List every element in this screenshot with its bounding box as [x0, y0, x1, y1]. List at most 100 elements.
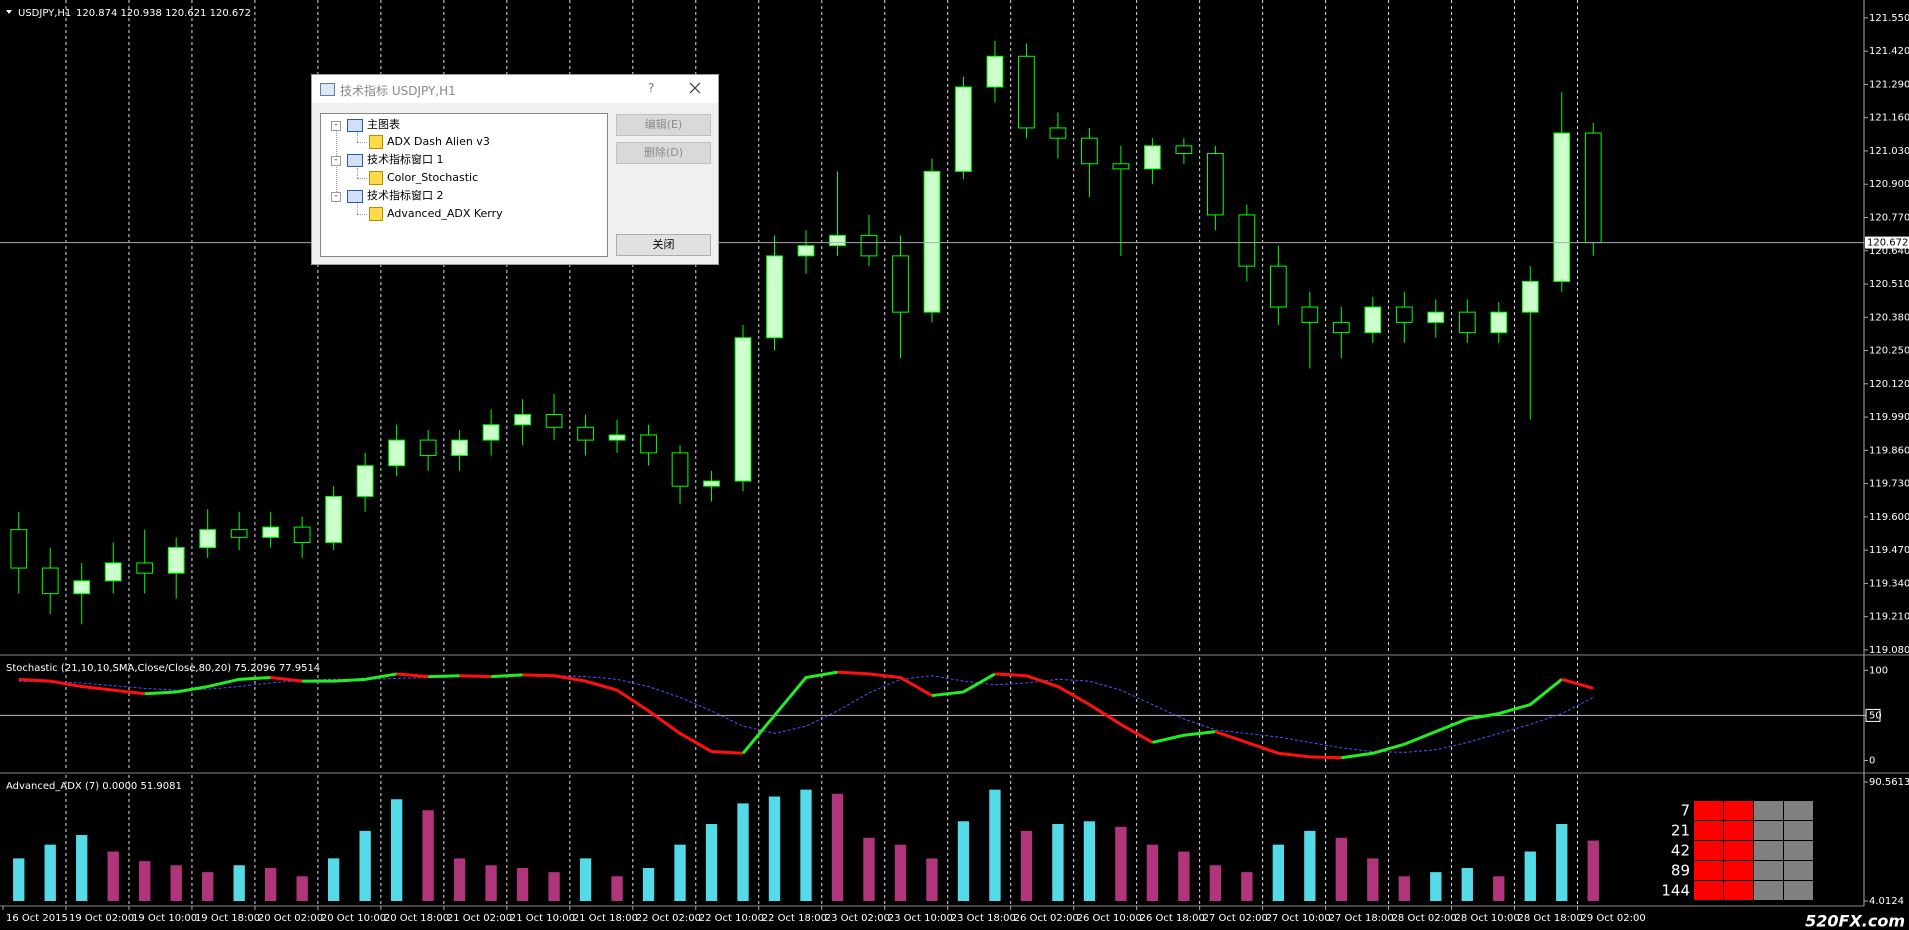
candle-body: [325, 495, 343, 543]
adx-bar: [516, 868, 529, 901]
tree-item[interactable]: 主图表: [347, 117, 400, 133]
period-cell: [1754, 881, 1783, 900]
stochastic-main: [428, 674, 460, 679]
adx-bar: [1209, 865, 1222, 901]
stochastic-main: [144, 676, 271, 696]
adx-bar: [989, 789, 1001, 901]
tree-item[interactable]: 技术指标窗口 1: [347, 152, 444, 168]
adx-bar: [768, 796, 781, 901]
candle-body: [671, 452, 689, 487]
tree-item[interactable]: Color_Stochastic: [369, 170, 478, 186]
close-button[interactable]: 关闭: [616, 234, 711, 256]
dialog-title: 技术指标 USDJPY,H1: [340, 84, 456, 98]
expander[interactable]: -: [331, 192, 341, 202]
tick-box: [1865, 708, 1881, 722]
candle-body: [293, 526, 311, 543]
stochastic-main: [459, 674, 492, 679]
candle-body: [136, 562, 154, 574]
candle-body: [1175, 145, 1193, 155]
period-cell: [1784, 801, 1813, 820]
adx-bar: [1335, 837, 1348, 901]
candle-body: [766, 255, 783, 339]
period-cell: [1694, 841, 1723, 860]
x-tick-label: 26 Oct 02:00: [1014, 913, 1079, 924]
tree-item[interactable]: Advanced_ADX Kerry: [369, 206, 503, 222]
candle-body: [640, 434, 657, 454]
expander[interactable]: -: [331, 156, 341, 166]
y-tick-label: 121.550: [1869, 13, 1909, 24]
y-tick-label: 0: [1869, 755, 1875, 766]
stochastic-signal: [18, 675, 1594, 753]
x-tick-label: 23 Oct 10:00: [888, 913, 953, 924]
y-tick-label: 119.730: [1869, 479, 1909, 490]
period-cell: [1784, 841, 1813, 860]
close-icon[interactable]: [688, 81, 702, 95]
stochastic-main: [994, 672, 1154, 744]
item-label: Color_Stochastic: [387, 171, 479, 184]
stochastic-main: [396, 672, 429, 679]
x-tick-label: 23 Oct 02:00: [825, 913, 890, 924]
tree-line: [357, 142, 367, 143]
x-tick-label: 23 Oct 18:00: [951, 913, 1016, 924]
y-tick-label: 119.860: [1869, 445, 1909, 456]
period-label: 144: [1661, 882, 1690, 900]
y-tick-label: 120.510: [1869, 279, 1909, 290]
candle-body: [1332, 321, 1350, 334]
period-cell: [1724, 821, 1753, 840]
y-tick-label: 50: [1869, 710, 1882, 721]
delete-button[interactable]: 删除(D): [616, 142, 711, 164]
candle-body: [1458, 311, 1476, 334]
tree-item[interactable]: 技术指标窗口 2: [347, 188, 444, 204]
y-tick-label: 119.340: [1869, 578, 1909, 589]
x-tick-label: 27 Oct 18:00: [1329, 913, 1394, 924]
candle-body: [1364, 306, 1382, 334]
adx-bar: [107, 851, 119, 901]
candle-body: [104, 562, 122, 582]
stochastic-title: Stochastic (21,10,10,SMA,Close/Close,80,…: [6, 663, 320, 674]
period-cell: [1754, 801, 1783, 820]
help-button[interactable]: ?: [648, 81, 655, 95]
item-label: 技术指标窗口 2: [367, 189, 444, 202]
stochastic-main: [1561, 677, 1594, 690]
adx-bar: [926, 858, 938, 901]
adx-bar: [894, 844, 907, 901]
period-cell: [1724, 801, 1753, 820]
y-tick-label: 120.770: [1869, 212, 1909, 223]
candle-body: [1553, 132, 1571, 282]
tree-item[interactable]: ADX Dash Alien v3: [369, 134, 490, 150]
expander[interactable]: -: [331, 121, 341, 131]
x-tick-label: 27 Oct 02:00: [1203, 913, 1268, 924]
adx-bar: [737, 803, 749, 901]
period-cell: [1694, 861, 1723, 880]
stochastic-main: [837, 670, 933, 697]
candle-body: [388, 439, 406, 467]
adx-bar: [359, 830, 371, 901]
y-tick-label: 119.210: [1869, 612, 1909, 623]
adx-bar: [453, 858, 466, 901]
y-tick-label: 121.160: [1869, 113, 1909, 124]
adx-bar: [800, 789, 812, 901]
candle-body: [986, 55, 1004, 88]
adx-bar: [76, 835, 88, 901]
adx-bar: [579, 858, 592, 901]
x-tick-label: 27 Oct 10:00: [1266, 913, 1331, 924]
adx-bar: [1052, 824, 1064, 901]
period-cell: [1784, 821, 1813, 840]
candle-body: [482, 424, 500, 441]
x-tick-label: 28 Oct 18:00: [1518, 913, 1583, 924]
stochastic-main: [931, 672, 996, 698]
adx-bar: [1083, 821, 1096, 901]
adx-bar: [831, 793, 844, 901]
stochastic-main: [491, 673, 523, 679]
adx-bar: [13, 858, 25, 901]
adx-bar: [1524, 851, 1536, 901]
adx-bar: [611, 876, 623, 901]
x-tick-label: 28 Oct 02:00: [1392, 913, 1457, 924]
period-cell: [1724, 881, 1753, 900]
edit-button[interactable]: 编辑(E): [616, 114, 711, 136]
x-tick-label: 19 Oct 10:00: [132, 913, 197, 924]
candle-body: [1395, 306, 1413, 323]
tree-line: [357, 214, 367, 215]
x-tick-label: 21 Oct 10:00: [510, 913, 575, 924]
y-tick-label: 90.5613: [1869, 777, 1909, 788]
